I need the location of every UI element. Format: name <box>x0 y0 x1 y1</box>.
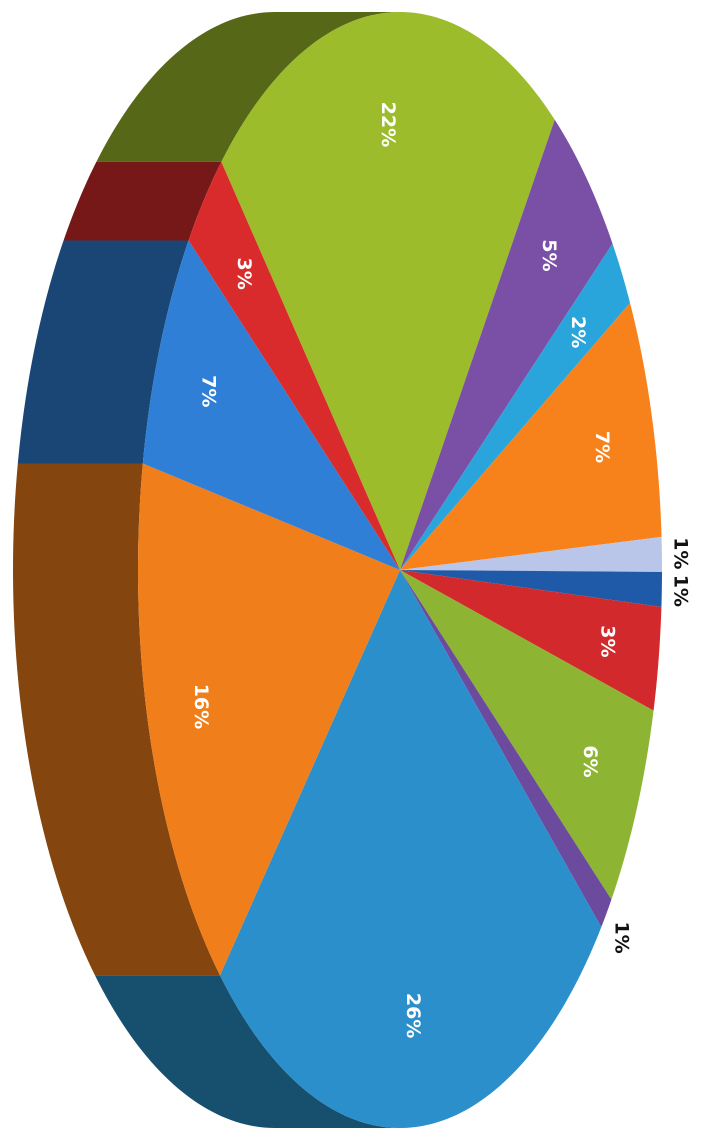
slice-side <box>63 161 222 241</box>
slice-side <box>96 12 400 162</box>
slice <box>400 302 662 570</box>
slice <box>400 570 662 711</box>
slice <box>400 119 613 570</box>
slice <box>219 570 602 1128</box>
data-label: 3% <box>233 257 255 289</box>
slice <box>142 240 401 571</box>
data-label: 1% <box>670 537 692 569</box>
slice <box>400 570 612 928</box>
data-label: 5% <box>538 239 560 271</box>
slice-side <box>17 240 189 464</box>
slice <box>188 161 400 570</box>
data-label: 7% <box>197 375 219 407</box>
slice <box>400 536 662 572</box>
slice-side <box>94 975 401 1128</box>
slice <box>221 12 555 571</box>
data-label: 22% <box>377 102 399 147</box>
data-label: 2% <box>567 316 589 348</box>
data-label: 3% <box>596 625 618 657</box>
data-label: 7% <box>591 431 613 463</box>
slice-side <box>13 463 220 976</box>
data-label: 1% <box>610 921 632 953</box>
slice <box>400 570 654 900</box>
data-label: 26% <box>402 993 424 1038</box>
slice <box>138 463 400 976</box>
slice <box>400 243 631 570</box>
data-label: 6% <box>579 745 601 777</box>
data-label: 16% <box>190 684 212 729</box>
data-label: 1% <box>670 575 692 607</box>
slice <box>400 570 662 607</box>
